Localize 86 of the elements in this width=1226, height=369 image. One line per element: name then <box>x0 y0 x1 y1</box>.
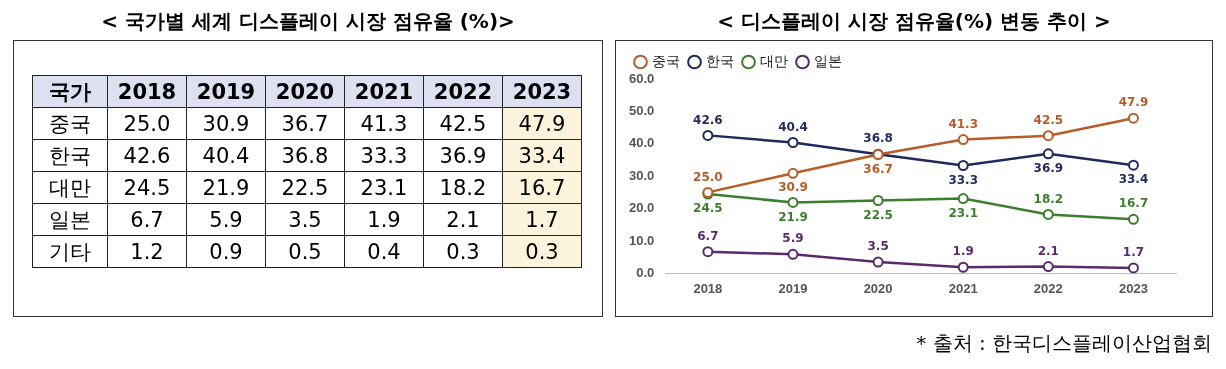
data-label: 3.5 <box>867 239 889 254</box>
data-label: 30.9 <box>778 180 808 195</box>
text: 42.5 <box>439 111 487 136</box>
text: 22.5 <box>281 175 329 200</box>
text: 36.9 <box>439 143 487 168</box>
y-tick-label: 10.0 <box>628 232 655 248</box>
data-label: 33.4 <box>1118 172 1149 187</box>
text: 16.7 <box>518 175 566 200</box>
text: 21.9 <box>202 175 250 200</box>
data-label: 47.9 <box>1118 95 1149 110</box>
text: 47.9 <box>518 111 566 136</box>
text: 30.9 <box>202 111 250 136</box>
y-tick-label: 중국 <box>32 107 108 140</box>
text: 1.9 <box>367 207 401 232</box>
data-label: 42.5 <box>1033 112 1064 127</box>
data-label: 33.3 <box>948 172 979 187</box>
data-label: 16.7 <box>1118 196 1149 211</box>
data-label: 1.7 <box>1122 245 1145 260</box>
data-label: 40.4 <box>778 119 808 134</box>
y-tick-label: 30.0 <box>628 167 655 183</box>
text: 1.7 <box>525 207 559 232</box>
text: 33.4 <box>518 143 566 168</box>
data-label: 23.1 <box>948 205 979 220</box>
text: 2.1 <box>446 207 480 232</box>
data-label: 25.0 <box>693 169 723 184</box>
legend-label: 한국 <box>706 52 734 69</box>
y-tick-label: 50.0 <box>628 102 655 118</box>
data-label: 42.6 <box>693 112 723 127</box>
data-label: 41.3 <box>948 116 979 131</box>
data-label: 1.9 <box>952 244 974 259</box>
legend-label: 일본 <box>814 52 842 69</box>
y-tick-label: 0.0 <box>636 264 655 280</box>
text: 23.1 <box>360 175 408 200</box>
text: 1.2 <box>130 239 164 264</box>
data-label: 2.1 <box>1037 243 1059 258</box>
data-label: 24.5 <box>693 201 723 216</box>
x-tick-label: 2022 <box>423 75 503 108</box>
y-tick-label: 60.0 <box>628 70 655 86</box>
x-tick-label: 2018 <box>107 75 187 108</box>
text: 0.9 <box>209 239 243 264</box>
x-tick-label: 2022 <box>1033 280 1063 296</box>
data-label: 36.7 <box>863 161 893 176</box>
text: 42.6 <box>123 143 171 168</box>
text: 0.3 <box>525 239 559 264</box>
y-tick-label: 20.0 <box>628 200 655 216</box>
x-tick-label: 2019 <box>778 280 808 296</box>
x-tick-label: 2018 <box>693 280 723 296</box>
text: 25.0 <box>123 111 171 136</box>
text: 41.3 <box>360 111 408 136</box>
data-label: 36.9 <box>1033 160 1064 175</box>
legend-label: 대만 <box>760 52 788 69</box>
x-tick-label: 2023 <box>502 75 582 108</box>
text: 3.5 <box>288 207 322 232</box>
text: 0.5 <box>288 239 322 264</box>
text: 0.4 <box>367 239 401 264</box>
text: 5.9 <box>209 207 243 232</box>
x-tick-label: 2020 <box>265 75 345 108</box>
data-label: 21.9 <box>778 209 808 224</box>
y-tick-label: 기타 <box>32 235 108 268</box>
text: 40.4 <box>202 143 250 168</box>
data-label: 5.9 <box>782 231 804 246</box>
x-tick-label: 2020 <box>863 280 893 296</box>
chart-title: < 국가별 세계 디스플레이 시장 점유율 (%)> <box>100 8 516 35</box>
x-tick-label: 2021 <box>344 75 424 108</box>
data-label: 22.5 <box>863 207 893 222</box>
x-tick-label: 2023 <box>1118 280 1148 296</box>
text: 36.7 <box>281 111 329 136</box>
text: 18.2 <box>439 175 487 200</box>
x-tick-label: 2021 <box>948 280 978 296</box>
text: 24.5 <box>123 175 171 200</box>
y-axis-title: 국가 <box>32 75 108 108</box>
legend-label: 중국 <box>652 52 680 69</box>
data-label: 18.2 <box>1033 191 1064 206</box>
x-tick-label: 2019 <box>186 75 266 108</box>
data-label: 6.7 <box>697 228 719 243</box>
chart-title: < 디스플레이 시장 점유율(%) 변동 추이 > <box>716 8 1112 35</box>
y-tick-label: 대만 <box>32 171 108 204</box>
data-label: 36.8 <box>863 131 893 146</box>
text: 36.8 <box>281 143 329 168</box>
y-tick-label: 일본 <box>32 203 108 236</box>
text: 6.7 <box>130 207 164 232</box>
text: 33.3 <box>360 143 408 168</box>
y-tick-label: 40.0 <box>628 135 655 151</box>
text: 0.3 <box>446 239 480 264</box>
y-tick-label: 한국 <box>32 139 108 172</box>
text: * 출처 : 한국디스플레이산업협회 <box>916 330 1212 357</box>
